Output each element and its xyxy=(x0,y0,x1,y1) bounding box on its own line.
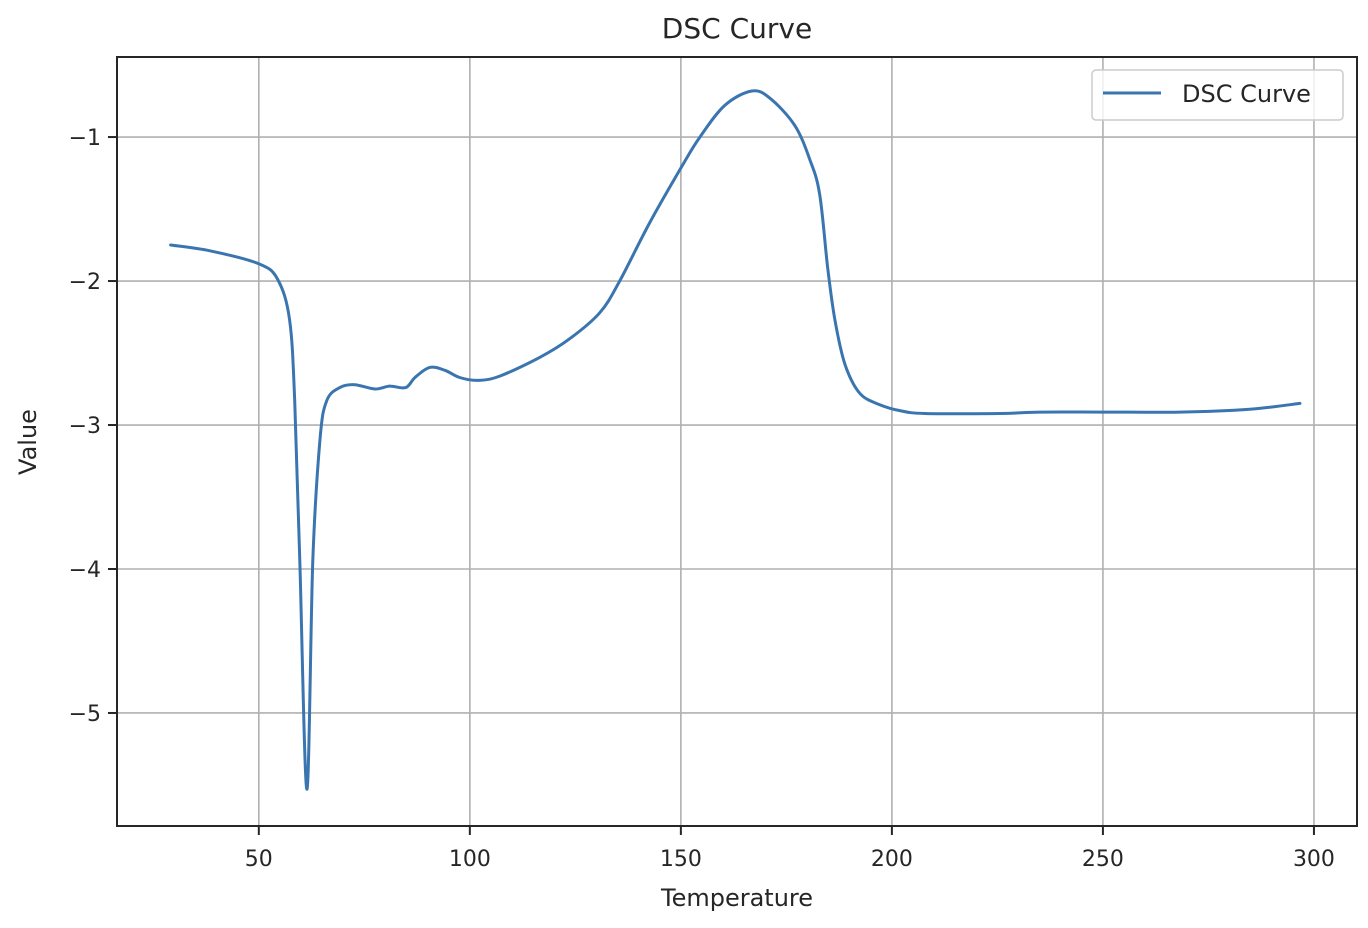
y-tick-label: −4 xyxy=(69,558,101,583)
dsc-curve-line xyxy=(169,89,1302,791)
plot-area-frame xyxy=(116,56,1358,827)
grid-lines xyxy=(117,57,1357,826)
x-tick-label: 50 xyxy=(245,847,273,872)
chart-title: DSC Curve xyxy=(662,12,812,45)
x-axis-label: Temperature xyxy=(660,884,813,912)
y-tick-label: −2 xyxy=(69,270,101,295)
x-tick-label: 150 xyxy=(660,847,702,872)
x-tick-label: 200 xyxy=(871,847,913,872)
legend-box xyxy=(1091,69,1344,121)
axis-ticks: 50 100 150 200 250 300 −1 −2 −3 −4 −5 xyxy=(69,126,1335,872)
x-tick-label: 300 xyxy=(1293,847,1335,872)
x-tick-label: 250 xyxy=(1082,847,1124,872)
x-tick-label: 100 xyxy=(449,847,491,872)
y-axis-label: Value xyxy=(14,409,42,475)
y-tick-label: −1 xyxy=(69,126,101,151)
legend-entry-label: DSC Curve xyxy=(1182,80,1311,108)
legend: DSC Curve xyxy=(1091,69,1344,121)
y-tick-label: −5 xyxy=(69,702,101,727)
y-tick-label: −3 xyxy=(69,414,101,439)
